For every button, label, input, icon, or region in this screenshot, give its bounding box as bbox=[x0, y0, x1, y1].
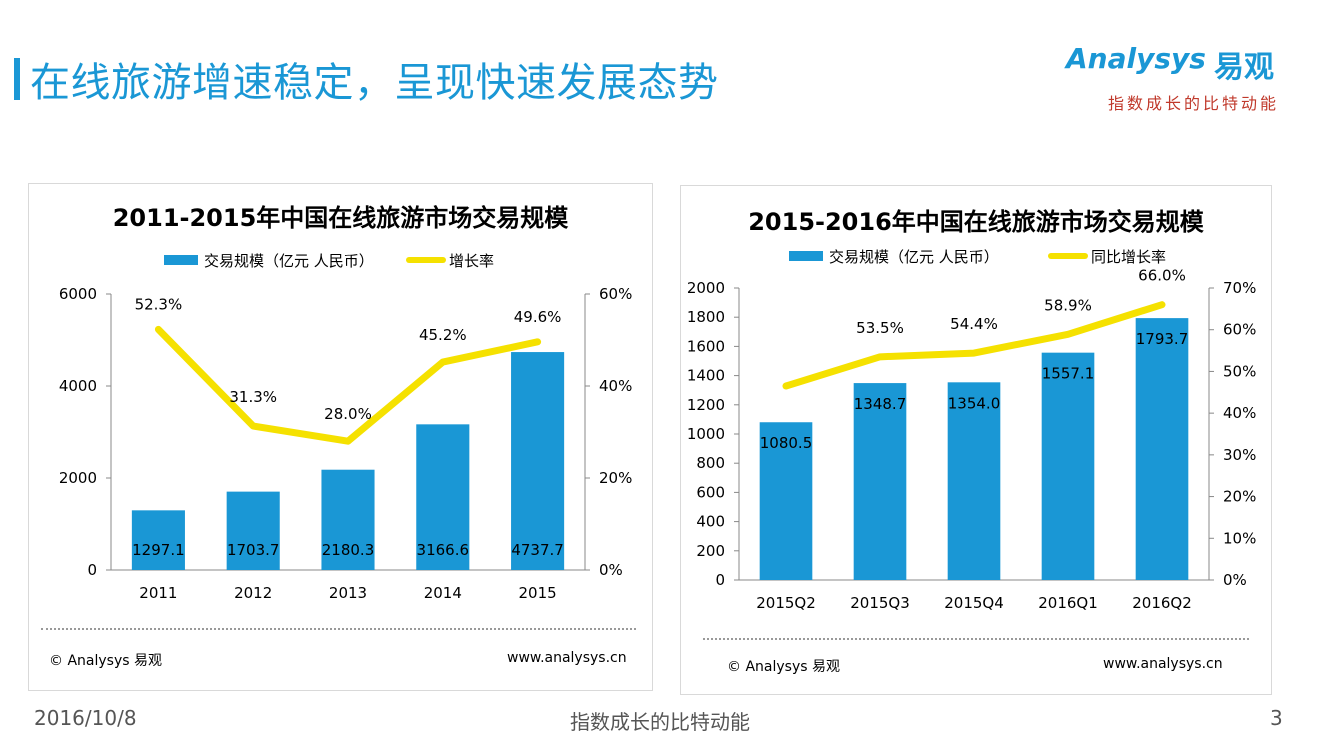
x-tick-label: 2016Q1 bbox=[1038, 594, 1098, 612]
bar bbox=[1135, 318, 1189, 580]
chart-website-quarterly: www.analysys.cn bbox=[1103, 656, 1223, 672]
y-left-tick-label: 400 bbox=[696, 513, 725, 531]
y-left-tick-label: 800 bbox=[696, 454, 725, 472]
logo-slogan: 指数成长的比特动能 bbox=[1108, 94, 1280, 113]
y-left-tick-label: 1000 bbox=[687, 425, 725, 443]
bar-value-label: 1703.7 bbox=[227, 541, 280, 559]
x-tick-label: 2012 bbox=[234, 584, 272, 602]
y-left-tick-label: 1400 bbox=[687, 367, 725, 385]
y-right-tick-label: 50% bbox=[1223, 362, 1256, 380]
chart-panel-annual: 2011-2015年中国在线旅游市场交易规模 交易规模（亿元 人民币） 增长率 0 2… bbox=[28, 183, 653, 691]
growth-line bbox=[154, 325, 542, 445]
page-number: 3 bbox=[1270, 706, 1283, 730]
x-tick-label: 2015Q2 bbox=[756, 594, 816, 612]
y-right-tick-label: 20% bbox=[1223, 488, 1256, 506]
y-right-tick-label: 20% bbox=[599, 469, 632, 487]
chart-source-quarterly: © Analysys 易观 bbox=[727, 659, 840, 675]
bar-value-label: 1354.0 bbox=[948, 394, 1001, 412]
chart-annual-svg: 交易规模（亿元 人民币） 增长率 0 2000 4000 6000 0% 20% 40% 60% 1… bbox=[59, 252, 633, 602]
x-tick-label: 2015 bbox=[519, 584, 557, 602]
x-tick-label: 2015Q3 bbox=[850, 594, 910, 612]
logo-brand-cn: 易观 bbox=[1214, 50, 1274, 85]
x-tick-label: 2014 bbox=[424, 584, 462, 602]
page-title: 在线旅游增速稳定，呈现快速发展态势 bbox=[30, 60, 719, 106]
line-value-label: 31.3% bbox=[229, 388, 277, 406]
bar-value-label: 1348.7 bbox=[854, 395, 907, 413]
legend-bar-label: 交易规模（亿元 人民币） bbox=[829, 248, 999, 266]
y-left-tick-label: 2000 bbox=[59, 469, 97, 487]
y-right-tick-label: 0% bbox=[599, 561, 623, 579]
legend-line-label: 增长率 bbox=[449, 252, 494, 270]
bar-value-label: 1793.7 bbox=[1136, 330, 1189, 348]
analysys-logo: Analysys 易观 指数成长的比特动能 bbox=[1066, 42, 1296, 114]
chart-website-annual: www.analysys.cn bbox=[507, 650, 627, 666]
bar-value-label: 1080.5 bbox=[760, 434, 813, 452]
source-divider bbox=[41, 628, 636, 630]
bar bbox=[226, 491, 280, 570]
y-left-tick-label: 0 bbox=[87, 561, 97, 579]
y-left-tick-label: 6000 bbox=[59, 285, 97, 303]
bar-value-label: 1557.1 bbox=[1042, 365, 1095, 383]
bar bbox=[416, 424, 470, 570]
title-accent-bar bbox=[14, 58, 20, 100]
bar bbox=[853, 383, 907, 580]
line-value-label: 28.0% bbox=[324, 405, 372, 423]
line-value-label: 53.5% bbox=[856, 319, 904, 337]
y-right-tick-label: 40% bbox=[1223, 404, 1256, 422]
y-right-tick-label: 60% bbox=[599, 285, 632, 303]
y-right-tick-label: 40% bbox=[599, 377, 632, 395]
x-tick-label: 2015Q4 bbox=[944, 594, 1004, 612]
legend-line-label: 同比增长率 bbox=[1091, 248, 1166, 266]
line-value-label: 54.4% bbox=[950, 315, 998, 333]
y-left-tick-label: 2000 bbox=[687, 279, 725, 297]
footer-date: 2016/10/8 bbox=[34, 706, 137, 730]
line-value-label: 66.0% bbox=[1138, 267, 1186, 285]
x-tick-label: 2011 bbox=[139, 584, 177, 602]
bar-value-label: 2180.3 bbox=[322, 541, 375, 559]
line-value-label: 58.9% bbox=[1044, 296, 1092, 314]
y-right-tick-label: 60% bbox=[1223, 321, 1256, 339]
bar bbox=[511, 352, 565, 570]
y-right-tick-label: 10% bbox=[1223, 529, 1256, 547]
y-left-tick-label: 0 bbox=[715, 571, 725, 589]
bar bbox=[321, 469, 375, 570]
source-divider bbox=[703, 638, 1249, 640]
footer-slogan: 指数成长的比特动能 bbox=[570, 710, 750, 734]
y-right-tick-label: 30% bbox=[1223, 446, 1256, 464]
chart-quarterly-svg: 交易规模（亿元 人民币） 同比增长率 0 200 400 600 800 1000 1200 14… bbox=[687, 248, 1257, 612]
bar bbox=[1041, 352, 1095, 580]
legend-bar-swatch bbox=[164, 255, 198, 265]
y-right-tick-label: 0% bbox=[1223, 571, 1247, 589]
growth-line bbox=[782, 301, 1166, 390]
x-tick-label: 2013 bbox=[329, 584, 367, 602]
legend-bar-swatch bbox=[789, 251, 823, 261]
y-left-tick-label: 1600 bbox=[687, 337, 725, 355]
bar-value-label: 1297.1 bbox=[132, 541, 185, 559]
bar bbox=[759, 422, 813, 580]
line-value-label: 52.3% bbox=[135, 295, 183, 313]
bar bbox=[131, 510, 185, 570]
bar bbox=[947, 382, 1001, 580]
y-left-tick-label: 1800 bbox=[687, 308, 725, 326]
line-value-label: 45.2% bbox=[419, 326, 467, 344]
chart-title-annual: 2011-2015年中国在线旅游市场交易规模 bbox=[112, 204, 569, 232]
x-tick-label: 2016Q2 bbox=[1132, 594, 1192, 612]
y-left-tick-label: 4000 bbox=[59, 377, 97, 395]
chart-source-annual: © Analysys 易观 bbox=[49, 653, 162, 669]
bar-value-label: 4737.7 bbox=[511, 541, 564, 559]
chart-title-quarterly: 2015-2016年中国在线旅游市场交易规模 bbox=[748, 208, 1204, 236]
logo-brand-en: Analysys bbox=[1066, 42, 1206, 75]
y-right-tick-label: 70% bbox=[1223, 279, 1256, 297]
legend-bar-label: 交易规模（亿元 人民币） bbox=[204, 252, 374, 270]
chart-panel-quarterly: 2015-2016年中国在线旅游市场交易规模 交易规模（亿元 人民币） 同比增长率… bbox=[680, 185, 1272, 695]
bar-value-label: 3166.6 bbox=[417, 541, 470, 559]
y-left-tick-label: 600 bbox=[696, 483, 725, 501]
y-left-tick-label: 200 bbox=[696, 542, 725, 560]
line-value-label: 49.6% bbox=[514, 308, 562, 326]
y-left-tick-label: 1200 bbox=[687, 396, 725, 414]
